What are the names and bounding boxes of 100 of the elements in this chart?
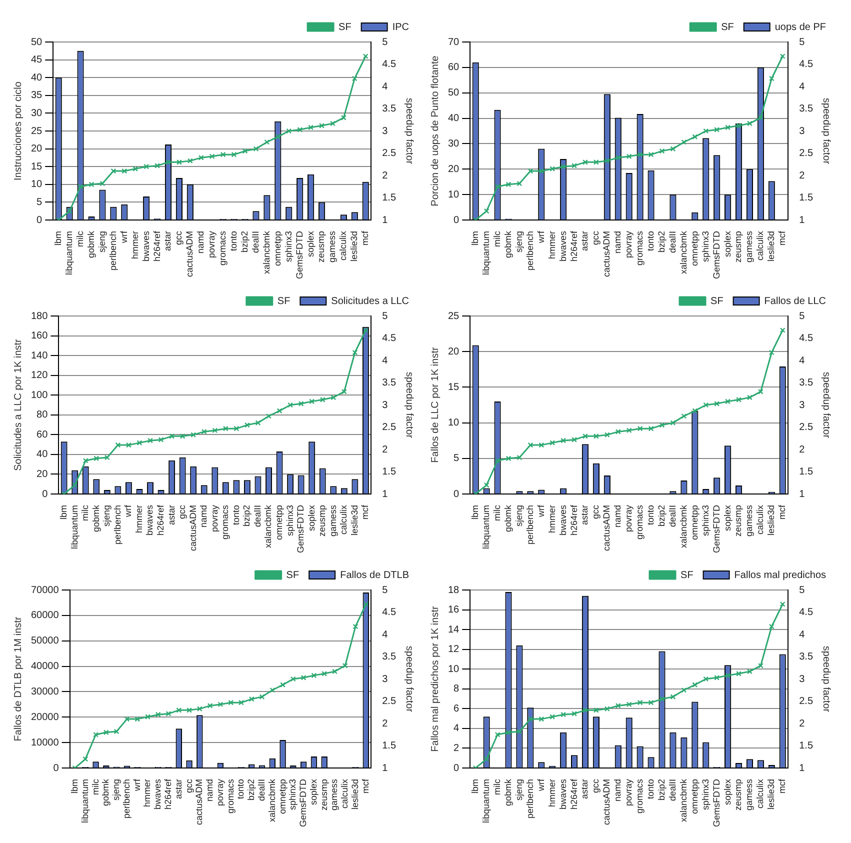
x-tick-label: milc [492, 778, 502, 796]
y-tick-label: 60000 [30, 610, 60, 622]
y-tick-label: 50 [31, 36, 43, 48]
legend-label: SF [338, 22, 352, 33]
y2-axis-title: speedup factor [403, 646, 414, 713]
x-tick-label: calculix [338, 504, 349, 535]
y-tick-label: 25 [448, 310, 460, 322]
x-tick-label: leslie3d [766, 779, 776, 810]
y-tick-label: 40 [36, 449, 48, 460]
y-tick-label: 25 [31, 126, 43, 137]
x-tick-label: libquantum [481, 779, 492, 824]
y2-tick-label: 5 [382, 36, 388, 48]
x-tick-label: wrf [536, 230, 546, 244]
y-tick-label: 45 [31, 54, 43, 66]
y2-tick-label: 2 [382, 444, 388, 456]
x-tick-label: lbm [53, 231, 64, 246]
x-tick-label: calculix [340, 778, 350, 809]
x-tick-label: milc [80, 504, 90, 522]
x-tick-label: cactusADM [602, 231, 612, 278]
x-tick-label: bzip2 [246, 779, 256, 801]
x-tick-label: astar [166, 505, 176, 526]
x-tick-label: GemsFDTD [296, 504, 306, 554]
x-tick-label: bwaves [558, 504, 568, 536]
x-tick-label: soplex [722, 778, 732, 806]
x-tick-label: mcf [360, 778, 370, 794]
y2-tick-label: 3 [799, 674, 806, 685]
y-axis-title: Fallos de DTLB por 1M instr [12, 616, 24, 742]
legend-label: SF [277, 296, 290, 307]
x-tick-label: soplex [722, 504, 732, 532]
x-tick-label: astar [580, 505, 590, 526]
y2-tick-label: 4 [799, 355, 806, 366]
y2-tick-label: 4 [799, 81, 806, 92]
y-tick-label: 0 [42, 488, 48, 500]
x-tick-label: cactusADM [602, 779, 612, 826]
x-tick-label: cactusADM [184, 231, 195, 278]
x-tick-label: cactusADM [188, 505, 198, 552]
y2-tick-label: 3.5 [799, 652, 814, 662]
x-tick-label: sphinx3 [284, 505, 295, 536]
x-tick-label: lbm [69, 779, 80, 794]
x-tick-label: libquantum [80, 779, 90, 824]
y2-tick-label: 3 [382, 126, 388, 137]
x-tick-label: tonto [228, 231, 239, 252]
y2-tick-label: 5 [799, 310, 806, 322]
y-tick-label: 4 [454, 723, 460, 734]
x-tick-label: bwaves [140, 230, 151, 262]
x-tick-label: povray [624, 230, 634, 258]
x-tick-label: bzip2 [656, 779, 666, 801]
x-tick-label: namd [196, 231, 206, 254]
y2-tick-label: 1 [799, 214, 806, 226]
y-tick-label: 40 [448, 113, 460, 124]
legend-label: IPC [392, 22, 409, 33]
x-tick-label: lbm [58, 505, 69, 520]
y2-tick-label: 2 [799, 444, 806, 456]
x-tick-label: sjeng [102, 505, 112, 527]
y2-tick-label: 3.5 [382, 378, 396, 388]
legend-label: SF [286, 570, 300, 581]
x-tick-label: libquantum [69, 505, 80, 550]
x-tick-label: omnetpp [272, 231, 282, 266]
y-tick-label: 20 [31, 144, 43, 155]
y2-tick-label: 5 [799, 36, 806, 48]
y-tick-label: 0 [454, 762, 460, 774]
x-tick-label: povray [624, 504, 634, 532]
x-tick-label: namd [204, 779, 215, 802]
x-tick-label: cactusADM [194, 779, 204, 826]
x-tick-label: h264ref [568, 230, 579, 262]
x-tick-label: bzip2 [656, 505, 666, 527]
x-tick-label: gromacs [634, 504, 645, 540]
y2-tick-label: 3 [799, 126, 806, 137]
y-tick-label: 12 [448, 644, 460, 656]
x-tick-label: dealII [667, 231, 678, 254]
x-tick-label: dealII [667, 505, 678, 528]
y-tick-label: 80 [36, 410, 48, 421]
x-tick-label: sphinx3 [700, 779, 710, 810]
x-tick-label: namd [612, 505, 623, 528]
y2-axis-title: speedup factor [820, 372, 832, 439]
x-tick-label: tonto [646, 779, 656, 800]
x-tick-label: bwaves [558, 778, 568, 810]
x-tick-label: zeusmp [733, 231, 744, 263]
x-tick-label: omnetpp [274, 505, 284, 540]
y2-tick-label: 3 [799, 400, 806, 411]
y-tick-label: 10 [448, 418, 460, 429]
x-tick-label: mcf [777, 504, 788, 520]
x-tick-label: mcf [360, 230, 370, 246]
x-tick-label: omnetpp [277, 779, 288, 814]
y2-tick-label: 4 [799, 629, 806, 640]
y2-tick-label: 2.5 [382, 696, 396, 707]
x-tick-label: xalancbmk [678, 504, 688, 548]
y-tick-label: 20 [448, 164, 460, 175]
y2-tick-label: 1.5 [382, 192, 396, 204]
x-tick-label: bwaves [152, 778, 163, 810]
x-tick-label: astar [162, 231, 173, 252]
x-tick-label: perlbench [112, 505, 122, 545]
y-tick-label: 60 [448, 62, 460, 74]
x-tick-label: gromacs [225, 778, 236, 814]
y2-tick-label: 4.5 [799, 607, 814, 618]
x-tick-label: dealII [252, 505, 262, 528]
x-tick-label: milc [492, 230, 502, 248]
y2-tick-label: 3.5 [799, 378, 814, 388]
y-axis-title: Porcion de uops de Punto flotante [430, 55, 441, 206]
y2-axis-title: speedup factor [820, 98, 832, 165]
